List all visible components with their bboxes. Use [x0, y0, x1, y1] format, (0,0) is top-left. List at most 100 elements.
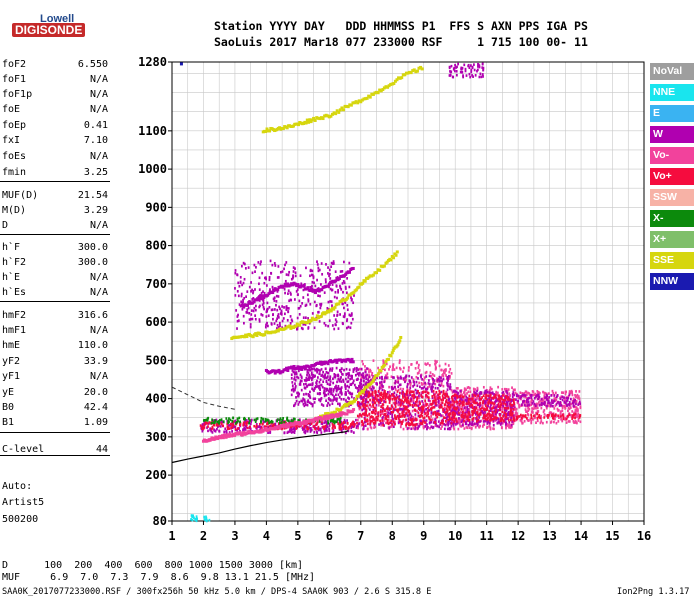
echo-point — [543, 400, 546, 404]
echo-point — [434, 412, 437, 416]
echo-point — [445, 390, 448, 394]
echo-point — [485, 393, 488, 397]
echo-point — [434, 418, 437, 421]
echo-point — [492, 423, 495, 427]
echo-point — [577, 419, 580, 422]
trace-point — [324, 113, 328, 117]
echo-point — [287, 289, 290, 293]
echo-point — [452, 423, 455, 427]
echo-point — [324, 280, 327, 284]
echo-point — [510, 408, 513, 411]
echo-point — [316, 392, 319, 395]
echo-point — [420, 394, 423, 397]
echo-point — [526, 418, 529, 422]
echo-point — [392, 387, 395, 390]
echo-point — [385, 421, 387, 425]
echo-point — [444, 411, 447, 414]
echo-point — [469, 415, 472, 419]
echo-point — [574, 400, 576, 404]
echo-point — [572, 419, 575, 423]
echo-point — [443, 423, 446, 426]
echo-point — [216, 420, 219, 424]
echo-point — [290, 428, 293, 432]
trace-point — [282, 424, 286, 428]
echo-point — [416, 418, 419, 421]
echo-point — [475, 401, 478, 405]
echo-point — [402, 370, 404, 373]
echo-point — [425, 370, 428, 374]
param-value: N/A — [89, 74, 108, 85]
echo-point — [397, 403, 400, 407]
echo-point — [466, 426, 469, 430]
echo-point — [362, 379, 365, 383]
echo-point — [424, 401, 427, 405]
echo-point — [574, 393, 576, 397]
echo-point — [397, 408, 400, 411]
echo-point — [294, 402, 297, 405]
echo-point — [464, 67, 467, 71]
echo-point — [365, 399, 368, 402]
echo-point — [502, 390, 505, 394]
echo-point — [498, 394, 500, 397]
echo-point — [345, 373, 348, 377]
param-value: N/A — [89, 104, 108, 115]
trace-point — [330, 112, 334, 116]
echo-point — [307, 427, 310, 431]
echo-point — [267, 314, 270, 318]
echo-point — [480, 75, 483, 79]
echo-point — [385, 376, 388, 380]
trace-point — [386, 357, 390, 361]
trace-point — [379, 264, 383, 268]
echo-point — [461, 419, 464, 422]
echo-point — [208, 421, 211, 424]
echo-point — [350, 296, 352, 299]
echo-point — [289, 425, 291, 429]
echo-point — [543, 408, 546, 412]
echo-point — [339, 284, 341, 288]
echo-point — [455, 69, 458, 73]
echo-point — [557, 408, 560, 412]
echo-point — [534, 413, 537, 417]
echo-point — [296, 327, 299, 331]
echo-point — [477, 420, 480, 424]
echo-point — [391, 364, 394, 368]
echo-point — [316, 263, 319, 266]
echo-point — [423, 410, 426, 413]
echo-point — [372, 405, 375, 408]
echo-point — [447, 395, 450, 399]
echo-point — [239, 281, 242, 284]
echo-point — [297, 403, 300, 406]
echo-point — [494, 393, 497, 397]
param-row-23: C-level 44 — [2, 443, 108, 456]
echo-point — [471, 397, 474, 400]
echo-point — [368, 408, 371, 411]
echo-point — [312, 425, 315, 428]
echo-point — [248, 421, 251, 425]
echo-point — [436, 377, 439, 381]
echo-point — [232, 416, 235, 420]
echo-point — [194, 518, 197, 522]
echo-point — [235, 309, 238, 312]
echo-point — [375, 411, 378, 415]
echo-point — [561, 404, 564, 408]
trace-point — [412, 68, 416, 72]
trace-point — [298, 323, 302, 327]
echo-point — [459, 424, 462, 428]
echo-point — [323, 291, 326, 294]
echo-point — [551, 389, 554, 393]
echo-point — [293, 298, 296, 301]
echo-point — [417, 366, 420, 369]
echo-point — [348, 385, 350, 389]
echo-point — [452, 75, 455, 79]
echo-point — [494, 399, 497, 403]
trace-point — [337, 110, 341, 114]
echo-point — [478, 75, 481, 79]
echo-point — [304, 386, 307, 390]
echo-point — [311, 376, 313, 380]
echo-point — [574, 410, 577, 414]
echo-point — [414, 413, 417, 416]
echo-point — [431, 387, 433, 391]
echo-point — [272, 317, 274, 321]
echo-point — [304, 403, 307, 406]
echo-point — [424, 412, 427, 415]
